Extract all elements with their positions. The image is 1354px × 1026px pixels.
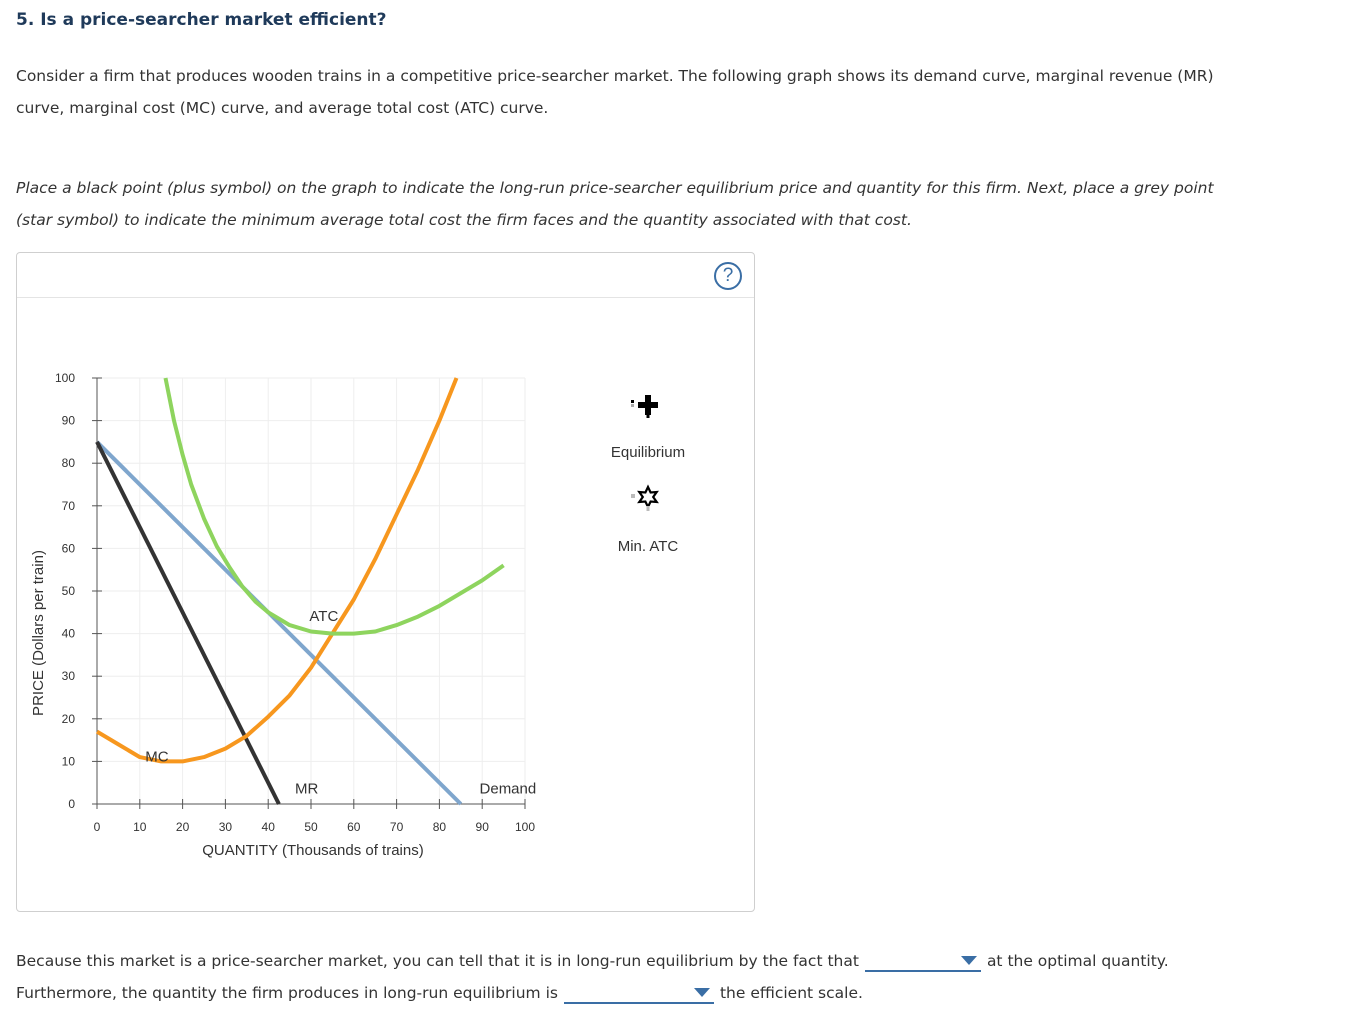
- star-point-icon: [637, 484, 659, 510]
- x-axis-label: QUANTITY (Thousands of trains): [202, 842, 423, 859]
- chevron-down-icon: [693, 988, 710, 997]
- mc-curve-label: MC: [145, 748, 168, 765]
- x-tick-label: 90: [476, 820, 490, 834]
- question-instructions: Place a black point (plus symbol) on the…: [16, 179, 1214, 229]
- y-tick-label: 30: [62, 669, 76, 683]
- mr-curve[interactable]: [95, 441, 281, 805]
- x-tick-label: 20: [176, 820, 190, 834]
- y-tick-label: 20: [62, 712, 76, 726]
- demand-curve[interactable]: [95, 440, 463, 806]
- x-tick-label: 100: [515, 820, 535, 834]
- equilibrium-tool[interactable]: [631, 395, 658, 418]
- x-tick-label: 30: [219, 820, 233, 834]
- atc-curve[interactable]: [163, 377, 505, 636]
- drag-dot: [631, 400, 634, 403]
- chevron-down-icon: [960, 956, 977, 965]
- axes: 0 10 20 30 40 50 60 70 80 90 100 0 10 20 30 40 50 60 70 80 9…: [55, 371, 535, 834]
- y-tick-label: 0: [68, 797, 75, 811]
- drag-dot: [631, 494, 635, 498]
- x-tick-label: 10: [133, 820, 147, 834]
- curve-labels: ATC MC MR Demand: [145, 608, 536, 798]
- answer-2-text-after: the efficient scale.: [719, 984, 863, 1002]
- demand-curve-label: Demand: [480, 780, 537, 797]
- y-tick-label: 80: [62, 456, 76, 470]
- drag-dot: [646, 506, 650, 511]
- answer-1-dropdown[interactable]: [864, 948, 981, 972]
- answer-2-text-before: Furthermore, the quantity the firm produ…: [16, 984, 558, 1002]
- x-tick-label: 70: [390, 820, 404, 834]
- question-intro: Consider a firm that produces wooden tra…: [16, 67, 1214, 117]
- answer-2-dropdown[interactable]: [563, 980, 714, 1004]
- y-tick-label: 70: [62, 499, 76, 513]
- mr-curve-label: MR: [295, 780, 318, 797]
- answer-line-2: Furthermore, the quantity the firm produ…: [16, 980, 863, 1004]
- mc-curve[interactable]: [95, 377, 459, 764]
- graph-toolbar: [17, 253, 754, 298]
- answer-1-text-before: Because this market is a price-searcher …: [16, 952, 859, 970]
- equilibrium-tool-label[interactable]: Equilibrium: [611, 444, 685, 461]
- plus-point-icon: [638, 395, 658, 415]
- graph-canvas[interactable]: 0 10 20 30 40 50 60 70 80 90 100 0 10 20 30 40 50 60 70 80 9…: [17, 253, 754, 911]
- curves: [95, 377, 505, 806]
- y-tick-label: 40: [62, 627, 76, 641]
- y-tick-label: 100: [55, 371, 75, 385]
- x-tick-label: 50: [304, 820, 318, 834]
- graph-panel: ? 0 10 20 30 40 50 60 70 80 90 100 0 10 20 30 40 50 60 70 8…: [16, 252, 755, 912]
- y-tick-label: 10: [62, 754, 76, 768]
- x-tick-label: 60: [347, 820, 361, 834]
- drag-dot: [631, 404, 634, 407]
- question-title: 5. Is a price-searcher market efficient?: [16, 10, 387, 30]
- x-tick-label: 0: [94, 820, 101, 834]
- answer-line-1: Because this market is a price-searcher …: [16, 948, 1169, 972]
- atc-curve-label: ATC: [309, 608, 338, 625]
- answer-1-text-after: at the optimal quantity.: [986, 952, 1169, 970]
- y-tick-label: 90: [62, 414, 76, 428]
- drag-dot: [646, 414, 650, 418]
- y-tick-label: 50: [62, 584, 76, 598]
- min-atc-tool-label[interactable]: Min. ATC: [618, 538, 679, 555]
- min-atc-tool[interactable]: [631, 484, 659, 511]
- question-mark-icon[interactable]: ?: [714, 262, 742, 290]
- x-tick-label: 40: [262, 820, 276, 834]
- x-tick-label: 80: [433, 820, 447, 834]
- y-axis-label: PRICE (Dollars per train): [30, 550, 47, 716]
- grid: [97, 377, 526, 804]
- y-tick-label: 60: [62, 541, 76, 555]
